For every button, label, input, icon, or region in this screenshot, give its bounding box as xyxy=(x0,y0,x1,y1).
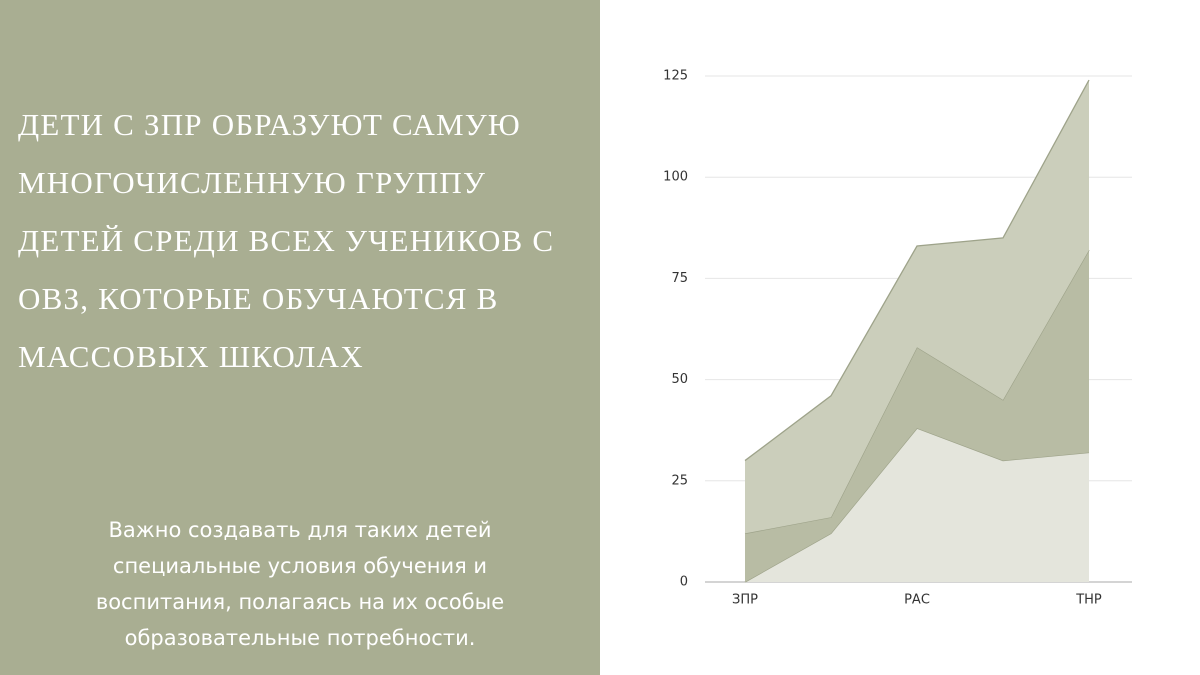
heading: ДЕТИ С ЗПР ОБРАЗУЮТ САМУЮ МНОГОЧИСЛЕННУЮ… xyxy=(18,107,555,374)
y-tick-label: 100 xyxy=(663,170,688,185)
x-tick-label: РАС xyxy=(904,593,930,608)
area xyxy=(745,250,1089,582)
area xyxy=(745,80,1089,534)
text-panel: ДЕТИ С ЗПР ОБРАЗУЮТ САМУЮ МНОГОЧИСЛЕННУЮ… xyxy=(0,0,600,675)
body-text: Важно создавать для таких детей специаль… xyxy=(95,518,505,650)
area xyxy=(745,428,1089,582)
y-tick-label: 125 xyxy=(663,69,688,84)
area-edge xyxy=(744,79,1090,462)
y-tick-label: 75 xyxy=(671,271,688,286)
y-tick-label: 50 xyxy=(671,372,688,387)
y-tick-label: 25 xyxy=(671,473,688,488)
x-tick-label: ЗПР xyxy=(732,593,758,608)
x-tick-label: ТНР xyxy=(1075,593,1102,608)
y-tick-label: 0 xyxy=(680,575,688,590)
